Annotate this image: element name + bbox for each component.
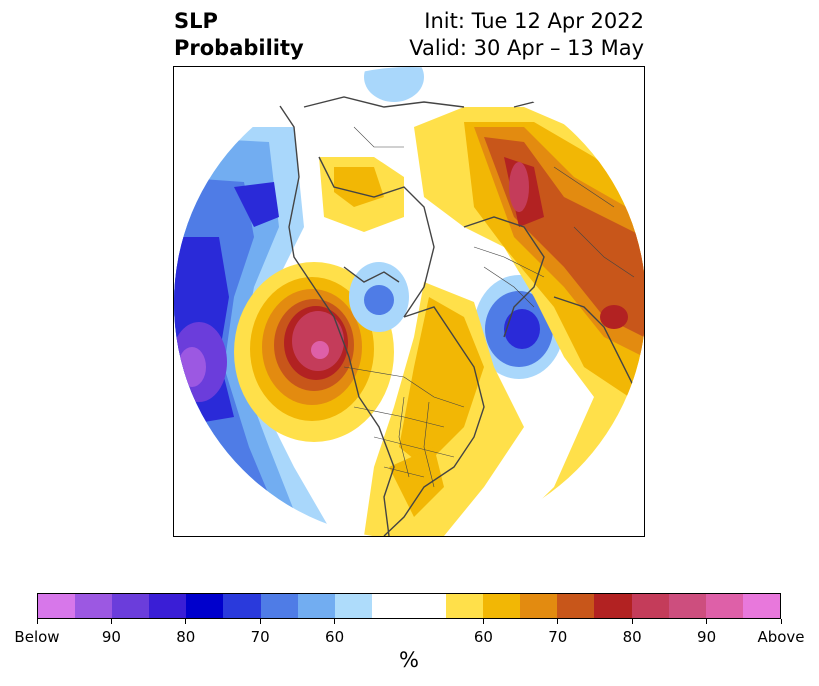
colorbar-cell bbox=[112, 594, 150, 618]
colorbar-cell bbox=[483, 594, 521, 618]
plot-title-right: Init: Tue 12 Apr 2022 Valid: 30 Apr – 13… bbox=[409, 8, 644, 62]
positive-anomaly-eurasia bbox=[414, 107, 644, 536]
colorbar bbox=[37, 593, 781, 619]
polar-map bbox=[173, 66, 645, 537]
colorbar-tick bbox=[631, 619, 633, 624]
colorbar-cell bbox=[75, 594, 113, 618]
colorbar-cell bbox=[594, 594, 632, 618]
title-variable: SLP bbox=[174, 9, 218, 33]
colorbar-cell bbox=[371, 594, 409, 618]
colorbar-cell bbox=[149, 594, 187, 618]
colorbar-tick-label: 90 bbox=[101, 628, 121, 646]
colorbar-tick bbox=[706, 619, 708, 624]
colorbar-tick-label: 80 bbox=[176, 628, 196, 646]
colorbar-tick bbox=[110, 619, 112, 624]
colorbar-tick bbox=[780, 619, 782, 624]
colorbar-cell bbox=[38, 594, 76, 618]
colorbar-tick-label: 70 bbox=[250, 628, 270, 646]
colorbar-tick-label: 90 bbox=[697, 628, 717, 646]
plot-title-left: SLP Probability bbox=[174, 8, 304, 62]
colorbar-tick bbox=[334, 619, 336, 624]
colorbar-cell bbox=[631, 594, 669, 618]
colorbar-cell bbox=[668, 594, 706, 618]
colorbar-cell bbox=[705, 594, 743, 618]
colorbar-tick-label: 80 bbox=[622, 628, 642, 646]
init-date: Init: Tue 12 Apr 2022 bbox=[424, 9, 644, 33]
colorbar-tick-label: 70 bbox=[548, 628, 568, 646]
colorbar-cell bbox=[557, 594, 595, 618]
colorbar-tick-label: Above bbox=[757, 628, 805, 646]
colorbar-tick-label: Below bbox=[14, 628, 60, 646]
colorbar-cell bbox=[334, 594, 372, 618]
colorbar-tick bbox=[36, 619, 38, 624]
title-product: Probability bbox=[174, 36, 304, 60]
positive-anomaly-north-america bbox=[364, 282, 524, 536]
borders bbox=[343, 126, 635, 488]
valid-period: Valid: 30 Apr – 13 May bbox=[409, 36, 644, 60]
colorbar-cell bbox=[520, 594, 558, 618]
colorbar-tick bbox=[557, 619, 559, 624]
colorbar-unit: % bbox=[399, 648, 419, 672]
colorbar-cell bbox=[408, 594, 447, 618]
colorbar-tick bbox=[259, 619, 261, 624]
colorbar-tick bbox=[482, 619, 484, 624]
colorbar-tick-label: 60 bbox=[473, 628, 493, 646]
probability-map-svg bbox=[174, 67, 644, 536]
colorbar-cell bbox=[223, 594, 261, 618]
colorbar-cell bbox=[446, 594, 484, 618]
colorbar-tick-label: 60 bbox=[325, 628, 345, 646]
colorbar-cell bbox=[742, 594, 780, 618]
colorbar-cell bbox=[186, 594, 224, 618]
colorbar-cell bbox=[297, 594, 335, 618]
colorbar-cell bbox=[260, 594, 298, 618]
colorbar-tick bbox=[185, 619, 187, 624]
